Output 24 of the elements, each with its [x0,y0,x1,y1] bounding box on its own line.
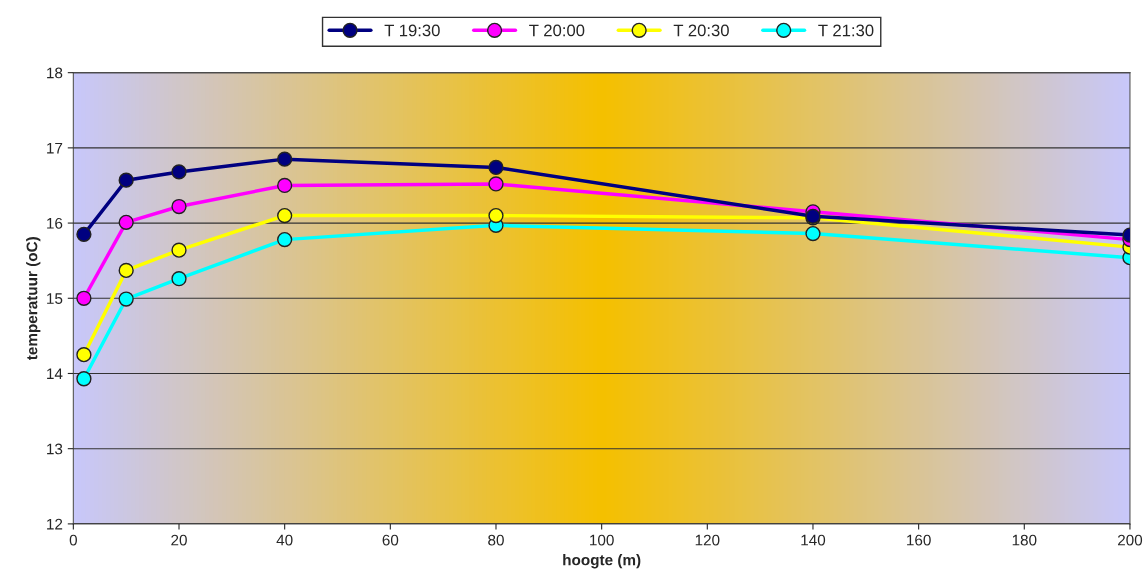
x-tick-label: 80 [488,534,504,546]
x-tick-label: 40 [276,534,293,546]
legend-label: T 19:30 [384,24,440,37]
y-tick-label: 14 [47,368,63,380]
y-tick-label: 17 [47,142,63,154]
legend-label: T 20:00 [529,24,585,37]
x-tick-label: 180 [1012,534,1037,546]
y-tick-label: 16 [47,217,63,229]
y-axis-title: temperatuur (oC) [26,237,41,361]
y-tick-label: 18 [47,67,63,79]
y-tick-label: 13 [47,443,63,455]
x-axis-title: hoogte (m) [563,554,641,569]
x-tick-label: 120 [695,534,720,546]
x-tick-label: 60 [382,534,399,546]
x-tick-label: 0 [69,534,77,546]
y-tick-label: 12 [47,518,63,530]
x-tick-label: 100 [590,534,614,546]
y-tick-label: 15 [47,293,63,304]
x-tick-label: 140 [801,534,826,546]
legend-label: T 20:30 [673,24,729,37]
legend-label: T 21:30 [818,24,874,37]
x-tick-label: 200 [1117,534,1143,546]
x-tick-label: 160 [907,534,931,546]
x-tick-label: 20 [171,534,187,546]
